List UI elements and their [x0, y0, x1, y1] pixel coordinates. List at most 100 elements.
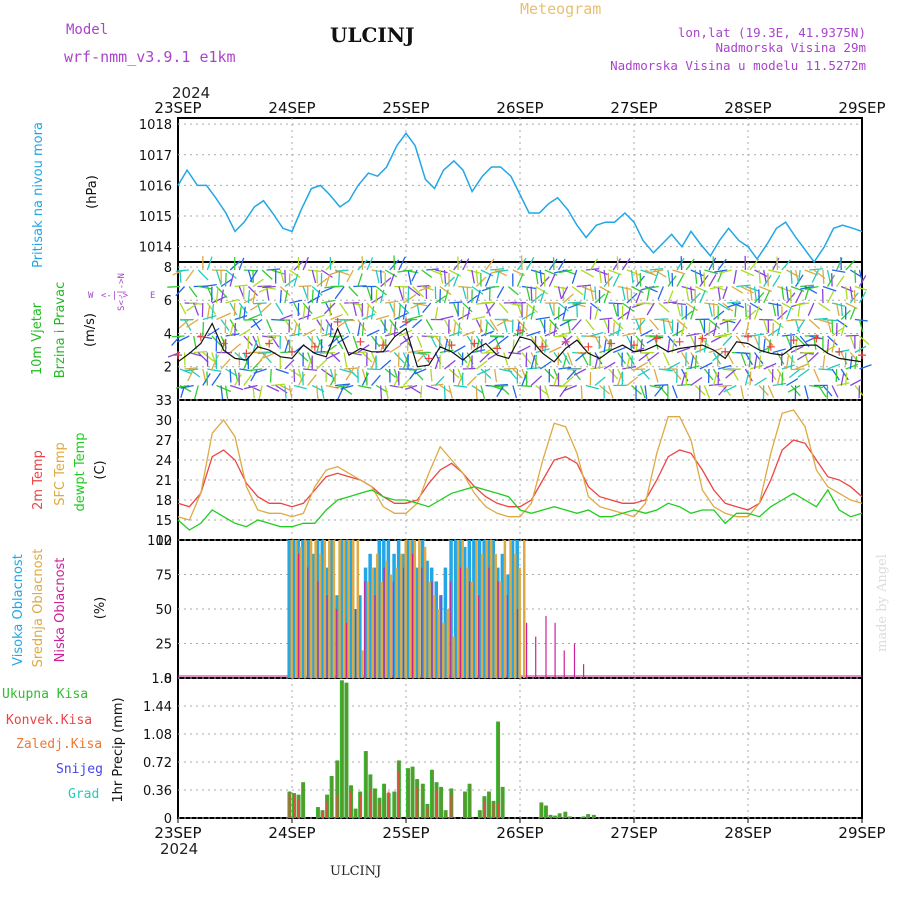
wind-barb [389, 273, 395, 287]
wind-barb [790, 368, 805, 371]
wind-gust-marker [402, 317, 410, 326]
wind-barb [495, 269, 509, 273]
wind-barb [234, 322, 237, 337]
wind-barb [571, 319, 582, 331]
wind-barb [407, 314, 423, 321]
wind-barb [421, 352, 430, 363]
precip-conv-bar [350, 791, 352, 818]
wind-gust-marker [265, 339, 274, 348]
cloud-mid-bar [470, 581, 474, 678]
precip-total-bar-shade [587, 814, 590, 818]
wind-gust-marker [356, 337, 365, 346]
wind-barb [758, 269, 761, 284]
wind-barb [311, 269, 317, 284]
date-tick-bottom: 28SEP [724, 824, 771, 842]
wind-barb [312, 314, 326, 321]
wind-barb [549, 346, 562, 354]
wind-barb [708, 274, 717, 287]
wind-barb [599, 347, 613, 354]
wind-barb [544, 269, 558, 276]
cloud-mid-bar [437, 609, 440, 678]
cloud-high-bar [386, 540, 391, 678]
wind-barb [187, 368, 195, 382]
wind-barb [311, 289, 314, 304]
wind-barb [248, 313, 261, 321]
wind-barb [813, 317, 828, 321]
wind-barb [243, 384, 258, 390]
wind-barb [475, 319, 484, 332]
wind-barb [288, 385, 293, 399]
wind-barb [225, 298, 239, 304]
precip-ytick: 1.8 [151, 672, 172, 687]
cloud-mid-bar [446, 609, 450, 678]
precip-conv-bar [492, 804, 495, 818]
wind-barb [257, 352, 268, 364]
precip-conv-bar [397, 771, 400, 818]
cloud-mid-bar [494, 553, 497, 678]
wind-barb [252, 319, 261, 331]
wind-barb [562, 355, 567, 370]
wind-barb [685, 258, 695, 271]
wind-barb [560, 286, 569, 300]
wind-barb [753, 305, 760, 320]
wind-barb [530, 375, 543, 386]
wind-barb [822, 269, 825, 284]
wind-barb [719, 269, 732, 274]
wind-barb [808, 319, 821, 330]
wind-barb [186, 318, 199, 328]
cloud-mid-bar [375, 553, 379, 678]
wind-barb [293, 384, 307, 390]
wind-barb [566, 368, 578, 380]
wind-barb [859, 364, 872, 370]
wind-barb [583, 286, 587, 300]
wind-barb [797, 302, 801, 317]
wind-barb [498, 385, 510, 395]
wind-barb [220, 385, 224, 400]
wind-barb [800, 284, 814, 288]
wind-barb [284, 385, 287, 399]
cloud-low-bar [563, 650, 565, 678]
wind-barb [680, 302, 683, 317]
wind-barb [740, 269, 755, 277]
cloud-mid-bar [518, 567, 521, 678]
wind-barb [603, 361, 616, 370]
wind-barb [175, 384, 190, 389]
wind-barb [325, 384, 339, 390]
wind-barb [572, 302, 586, 305]
wind-barb [252, 290, 256, 304]
wind-barb [261, 269, 273, 280]
wind-barb [767, 385, 775, 398]
wind-barb [375, 315, 390, 321]
wind-barb [225, 368, 238, 377]
wind-barb [566, 352, 573, 366]
wind-barb [753, 354, 758, 370]
cloud-mid-bar [461, 540, 464, 678]
date-tick-top: 24SEP [268, 99, 315, 117]
wind-barb [489, 319, 499, 332]
wind-barb [403, 294, 417, 304]
cloud-high-bar [510, 540, 515, 678]
cloud-low-bar [326, 595, 328, 678]
wind-barb [375, 285, 387, 296]
wind-barb [636, 319, 646, 331]
wind-barb [253, 368, 267, 374]
wind-barb [714, 269, 728, 273]
pressure-ytick: 1015 [139, 210, 172, 225]
wind-barb [526, 302, 539, 313]
wind-barb [530, 354, 536, 370]
wind-barb [257, 351, 272, 354]
wind-barb [481, 351, 495, 354]
wind-ytick: 4 [164, 327, 172, 342]
wind-gust-marker [744, 332, 752, 341]
wind-barb [786, 378, 799, 387]
wind-barb [371, 295, 384, 304]
temp-ytick: 27 [155, 434, 172, 449]
wind-barb [325, 351, 340, 360]
wind-barb [535, 269, 539, 285]
wind-barb [849, 286, 853, 300]
wind-barb [202, 283, 217, 288]
wind-barb [559, 318, 573, 327]
wind-barb [417, 284, 430, 288]
wind-barb [772, 382, 787, 387]
wind-barb [638, 351, 651, 362]
